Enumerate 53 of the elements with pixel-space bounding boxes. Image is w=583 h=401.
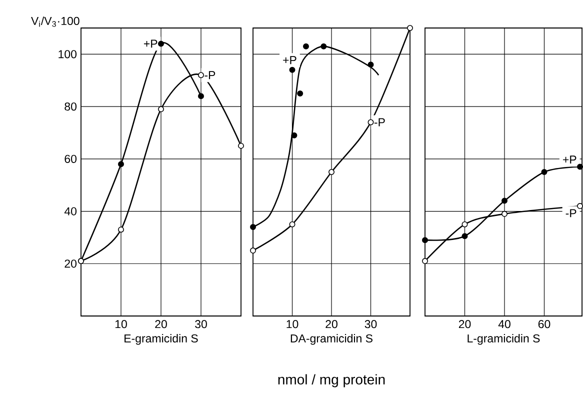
point — [462, 221, 468, 228]
y-tick-label: 60 — [64, 154, 77, 163]
x-tick-label: 10 — [115, 320, 127, 328]
y-axis-title: V$_{i}$/V$_{3}$·100 — [31, 16, 80, 27]
series-label: +P — [283, 56, 296, 64]
point — [289, 221, 296, 228]
x-axis-title: DA-gramicidin S — [290, 334, 372, 345]
point — [118, 226, 124, 233]
x-tick-label: 30 — [195, 320, 207, 328]
point — [502, 210, 508, 217]
x-axis-title: E-gramicidin S — [124, 334, 198, 345]
x-tick-label: 40 — [498, 320, 510, 328]
point — [118, 161, 124, 168]
series-label: -P — [204, 71, 216, 80]
y-tick-label: 80 — [64, 102, 77, 111]
point — [250, 248, 256, 254]
point — [320, 43, 327, 50]
point — [198, 93, 204, 100]
series-label: +P — [562, 156, 576, 164]
point — [297, 90, 304, 96]
x-tick-label: 20 — [326, 320, 338, 328]
series-label: +P — [144, 40, 158, 48]
point — [158, 40, 164, 47]
series-label: -P — [566, 209, 576, 218]
point — [541, 169, 548, 175]
point — [158, 106, 164, 112]
point — [368, 62, 374, 68]
point — [291, 132, 298, 138]
point — [250, 224, 256, 230]
y-tick-label: 100 — [58, 50, 77, 58]
x-tick-label: 30 — [364, 320, 377, 328]
point — [407, 25, 413, 31]
series-label: -P — [374, 118, 385, 126]
y-tick-label: 40 — [64, 207, 77, 216]
point — [577, 164, 583, 170]
y-tick-label: 20 — [64, 260, 77, 268]
x-tick-label: 20 — [458, 320, 471, 328]
point — [462, 233, 468, 240]
point — [302, 43, 309, 50]
point — [422, 258, 428, 264]
x-axis-title: L-gramicidin S — [468, 334, 540, 345]
x-tick-label: 20 — [155, 320, 167, 328]
point — [577, 203, 583, 210]
point — [328, 169, 334, 175]
x-tick-label: 60 — [538, 320, 550, 328]
point — [289, 66, 296, 73]
x-tick-label: 10 — [286, 320, 298, 328]
point — [368, 119, 374, 126]
point — [238, 142, 244, 149]
text: nmol / mg protein — [278, 374, 385, 388]
point — [198, 72, 204, 78]
point — [502, 198, 508, 204]
point — [422, 237, 428, 244]
